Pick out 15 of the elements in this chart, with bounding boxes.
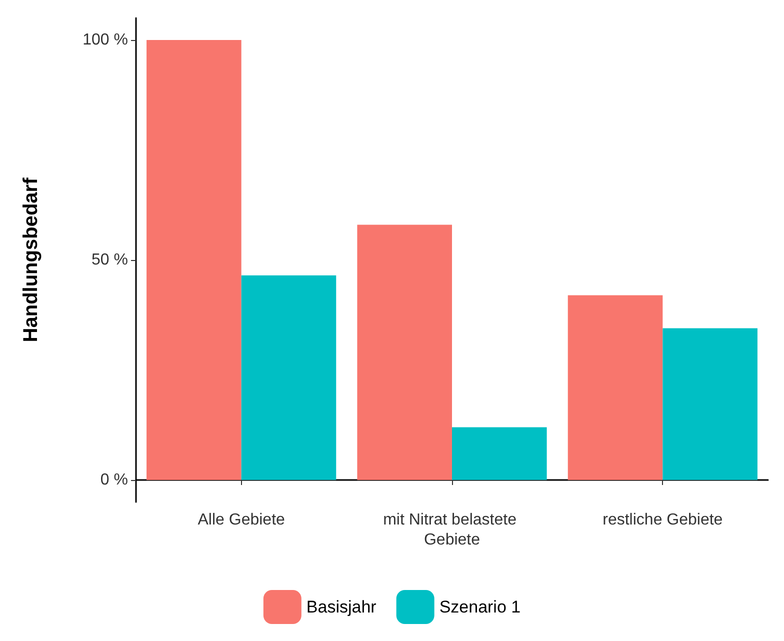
- y-axis-title: Handlungsbedarf: [20, 177, 42, 342]
- x-tick-label: restliche Gebiete: [602, 512, 723, 528]
- bar: [662, 328, 758, 480]
- y-tick-label: 50 %: [92, 252, 128, 268]
- y-tick-label: 0 %: [100, 472, 128, 488]
- bar: [357, 224, 452, 480]
- bar: [241, 275, 336, 480]
- y-tick-label: 100 %: [82, 32, 128, 48]
- bar: [452, 427, 547, 480]
- x-tick-label: mit Nitrat belastete Gebiete: [383, 512, 521, 548]
- bar: [146, 40, 242, 480]
- legend-label: Basisjahr: [306, 598, 377, 616]
- bar: [568, 295, 663, 480]
- legend-label: Szenario 1: [439, 598, 521, 616]
- x-tick-label: Alle Gebiete: [198, 512, 286, 528]
